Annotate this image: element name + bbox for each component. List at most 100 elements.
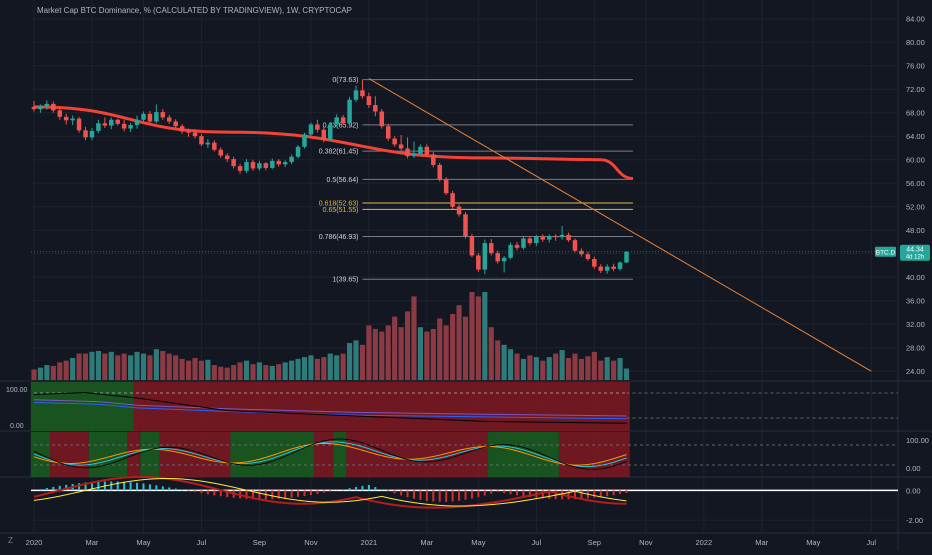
time-tick-label: Nov — [304, 538, 318, 547]
candle-body — [386, 126, 391, 138]
volume-bar — [257, 362, 262, 380]
volume-bar — [424, 332, 429, 380]
volume-bar — [122, 354, 127, 380]
volume-bar — [128, 355, 133, 380]
volume-bar — [160, 351, 165, 380]
time-tick-label: May — [136, 538, 150, 547]
volume-bar — [263, 365, 268, 380]
price-tick-label: 36.00 — [906, 297, 925, 306]
volume-bar — [295, 359, 300, 380]
candle-body — [270, 161, 275, 168]
candle-body — [412, 154, 417, 156]
candle-body — [618, 263, 623, 269]
macd-histogram-bar — [490, 490, 492, 493]
macd-histogram-bar — [123, 482, 125, 491]
macd-histogram-bar — [484, 490, 486, 495]
candle-body — [392, 139, 397, 145]
volume-bar — [180, 359, 185, 380]
candle-body — [186, 131, 191, 132]
price-tick-label: 80.00 — [906, 38, 925, 47]
candle-body — [141, 114, 146, 120]
volume-bar — [373, 329, 378, 380]
volume-bar — [31, 369, 36, 380]
candle-body — [418, 147, 423, 154]
volume-bar — [560, 350, 565, 380]
volume-bar — [347, 343, 352, 380]
macd-histogram-bar — [477, 490, 479, 497]
symbol-tag-label: BTC.D — [876, 250, 896, 257]
volume-bar — [617, 358, 622, 380]
candle-body — [161, 112, 166, 117]
volume-bar — [353, 340, 358, 380]
macd-histogram-bar — [200, 490, 202, 493]
volume-bar — [141, 354, 146, 380]
osc2-region — [89, 432, 128, 477]
macd-histogram-bar — [510, 490, 512, 494]
candle-body — [566, 235, 571, 240]
candle-body — [225, 156, 230, 160]
macd-histogram-bar — [291, 490, 293, 497]
macd-histogram-bar — [400, 490, 402, 495]
volume-bar — [109, 352, 114, 380]
price-tick-label: 68.00 — [906, 109, 925, 118]
volume-bar — [173, 355, 178, 380]
osc2-region — [50, 432, 89, 477]
candle-body — [103, 123, 108, 125]
candle-body — [135, 120, 140, 125]
interval-label[interactable]: 1W — [286, 6, 298, 15]
macd-histogram-bar — [355, 487, 357, 490]
volume-bar — [469, 292, 474, 380]
candle-body — [64, 117, 69, 121]
candle-body — [251, 162, 256, 168]
candle-body — [437, 165, 442, 180]
volume-bar — [134, 352, 139, 380]
candle-body — [502, 258, 507, 262]
volume-bar — [315, 359, 320, 380]
macd-histogram-bar — [407, 490, 409, 497]
volume-bar — [360, 345, 365, 380]
osc2-tick-label: 100.00 — [906, 436, 929, 445]
candle-body — [296, 147, 301, 157]
macd-histogram-bar — [522, 490, 524, 496]
candle-body — [154, 112, 159, 121]
candle-body — [109, 120, 114, 126]
macd-histogram-bar — [284, 490, 286, 498]
volume-bars — [31, 292, 629, 380]
volume-bar — [276, 364, 281, 380]
candle-body — [560, 235, 565, 237]
macd-histogram-bar — [413, 490, 415, 498]
volume-bar — [482, 292, 487, 380]
macd-histogram-bar — [568, 490, 570, 499]
candle-body — [70, 119, 75, 121]
candle-body — [289, 157, 294, 162]
time-tick-label: May — [471, 538, 485, 547]
price-tick-label: 32.00 — [906, 320, 925, 329]
macd-histogram-bar — [149, 484, 151, 490]
macd-histogram-bar — [168, 487, 170, 490]
timezone-button[interactable]: Z — [8, 536, 13, 545]
volume-bar — [463, 317, 468, 380]
volume-bar — [624, 369, 629, 380]
volume-bar — [225, 368, 230, 380]
osc2-region — [140, 432, 159, 477]
candle-body — [495, 253, 500, 261]
moving-average — [34, 107, 633, 179]
candle-body — [489, 243, 494, 253]
macd-histogram-bar — [600, 490, 602, 497]
candle-body — [598, 267, 603, 271]
macd-histogram-bar — [497, 490, 499, 492]
macd-histogram-bar — [387, 490, 389, 491]
macd-histogram-bar — [258, 490, 260, 499]
candle-body — [206, 143, 211, 145]
macd-line — [34, 477, 627, 508]
candle-body — [341, 117, 346, 123]
volume-bar — [167, 354, 172, 380]
macd-histogram-bar — [323, 490, 325, 492]
candle-body — [373, 105, 378, 111]
volume-bar — [521, 359, 526, 380]
candle-body — [167, 117, 172, 121]
price-tick-label: 60.00 — [906, 156, 925, 165]
macd-histogram-bar — [303, 490, 305, 496]
